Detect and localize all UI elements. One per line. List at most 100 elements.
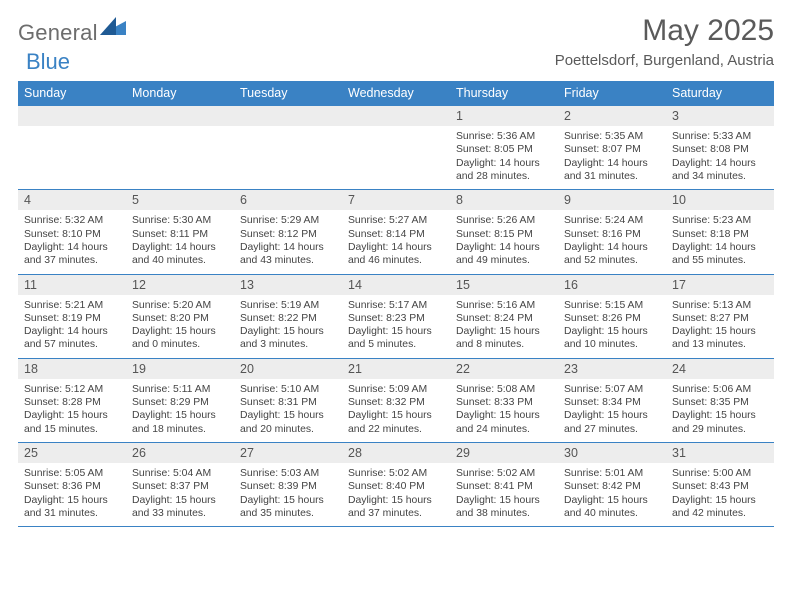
day-cell: 7Sunrise: 5:27 AMSunset: 8:14 PMDaylight… [342, 189, 450, 273]
day-details: Sunrise: 5:02 AMSunset: 8:41 PMDaylight:… [450, 463, 558, 526]
daylight-line-2: and 33 minutes. [132, 507, 228, 520]
week-row: 1Sunrise: 5:36 AMSunset: 8:05 PMDaylight… [18, 105, 774, 189]
day-details: Sunrise: 5:03 AMSunset: 8:39 PMDaylight:… [234, 463, 342, 526]
sunset-line: Sunset: 8:33 PM [456, 396, 552, 409]
day-number: 14 [342, 275, 450, 295]
day-details: Sunrise: 5:27 AMSunset: 8:14 PMDaylight:… [342, 210, 450, 273]
day-details: Sunrise: 5:30 AMSunset: 8:11 PMDaylight:… [126, 210, 234, 273]
daylight-line-1: Daylight: 15 hours [24, 409, 120, 422]
daylight-line-1: Daylight: 15 hours [672, 325, 768, 338]
sunset-line: Sunset: 8:19 PM [24, 312, 120, 325]
day-number: 15 [450, 275, 558, 295]
day-cell: 24Sunrise: 5:06 AMSunset: 8:35 PMDayligh… [666, 358, 774, 442]
sunrise-line: Sunrise: 5:23 AM [672, 214, 768, 227]
day-details: Sunrise: 5:32 AMSunset: 8:10 PMDaylight:… [18, 210, 126, 273]
sunrise-line: Sunrise: 5:04 AM [132, 467, 228, 480]
dow-friday: Friday [558, 81, 666, 105]
sunrise-line: Sunrise: 5:08 AM [456, 383, 552, 396]
day-of-week-header: Sunday Monday Tuesday Wednesday Thursday… [18, 81, 774, 105]
sunrise-line: Sunrise: 5:13 AM [672, 299, 768, 312]
day-number: 25 [18, 443, 126, 463]
daylight-line-1: Daylight: 15 hours [240, 325, 336, 338]
daylight-line-2: and 49 minutes. [456, 254, 552, 267]
daylight-line-1: Daylight: 14 hours [132, 241, 228, 254]
day-number: 18 [18, 359, 126, 379]
day-number: 26 [126, 443, 234, 463]
sunset-line: Sunset: 8:41 PM [456, 480, 552, 493]
sunset-line: Sunset: 8:10 PM [24, 228, 120, 241]
day-details: Sunrise: 5:16 AMSunset: 8:24 PMDaylight:… [450, 295, 558, 358]
daylight-line-1: Daylight: 14 hours [24, 241, 120, 254]
day-details: Sunrise: 5:02 AMSunset: 8:40 PMDaylight:… [342, 463, 450, 526]
sunset-line: Sunset: 8:29 PM [132, 396, 228, 409]
sunset-line: Sunset: 8:27 PM [672, 312, 768, 325]
logo-mark-icon [100, 17, 126, 40]
daylight-line-1: Daylight: 15 hours [456, 325, 552, 338]
daylight-line-1: Daylight: 14 hours [456, 157, 552, 170]
day-number: 1 [450, 106, 558, 126]
daylight-line-1: Daylight: 15 hours [348, 325, 444, 338]
sunrise-line: Sunrise: 5:30 AM [132, 214, 228, 227]
day-cell [234, 105, 342, 189]
day-cell: 29Sunrise: 5:02 AMSunset: 8:41 PMDayligh… [450, 442, 558, 526]
day-cell: 8Sunrise: 5:26 AMSunset: 8:15 PMDaylight… [450, 189, 558, 273]
sunrise-line: Sunrise: 5:29 AM [240, 214, 336, 227]
week-row: 11Sunrise: 5:21 AMSunset: 8:19 PMDayligh… [18, 274, 774, 358]
day-details: Sunrise: 5:19 AMSunset: 8:22 PMDaylight:… [234, 295, 342, 358]
daylight-line-1: Daylight: 14 hours [24, 325, 120, 338]
sunrise-line: Sunrise: 5:20 AM [132, 299, 228, 312]
day-cell [342, 105, 450, 189]
logo-text-general: General [18, 20, 98, 46]
day-cell: 3Sunrise: 5:33 AMSunset: 8:08 PMDaylight… [666, 105, 774, 189]
month-title: May 2025 [555, 14, 774, 48]
day-details [18, 126, 126, 136]
dow-saturday: Saturday [666, 81, 774, 105]
daylight-line-2: and 43 minutes. [240, 254, 336, 267]
dow-tuesday: Tuesday [234, 81, 342, 105]
day-cell: 15Sunrise: 5:16 AMSunset: 8:24 PMDayligh… [450, 274, 558, 358]
sunset-line: Sunset: 8:22 PM [240, 312, 336, 325]
calendar-bottom-rule [18, 526, 774, 527]
day-details [126, 126, 234, 136]
daylight-line-1: Daylight: 15 hours [564, 325, 660, 338]
sunrise-line: Sunrise: 5:02 AM [456, 467, 552, 480]
sunset-line: Sunset: 8:32 PM [348, 396, 444, 409]
daylight-line-1: Daylight: 15 hours [672, 409, 768, 422]
daylight-line-2: and 15 minutes. [24, 423, 120, 436]
day-number: 8 [450, 190, 558, 210]
day-details: Sunrise: 5:17 AMSunset: 8:23 PMDaylight:… [342, 295, 450, 358]
daylight-line-2: and 40 minutes. [564, 507, 660, 520]
day-number: 21 [342, 359, 450, 379]
daylight-line-2: and 31 minutes. [24, 507, 120, 520]
day-number: 9 [558, 190, 666, 210]
day-cell: 31Sunrise: 5:00 AMSunset: 8:43 PMDayligh… [666, 442, 774, 526]
sunrise-line: Sunrise: 5:32 AM [24, 214, 120, 227]
day-number: 2 [558, 106, 666, 126]
day-cell: 26Sunrise: 5:04 AMSunset: 8:37 PMDayligh… [126, 442, 234, 526]
day-number: 5 [126, 190, 234, 210]
logo: General [18, 20, 126, 46]
day-details: Sunrise: 5:21 AMSunset: 8:19 PMDaylight:… [18, 295, 126, 358]
daylight-line-1: Daylight: 15 hours [564, 494, 660, 507]
day-details: Sunrise: 5:29 AMSunset: 8:12 PMDaylight:… [234, 210, 342, 273]
sunset-line: Sunset: 8:07 PM [564, 143, 660, 156]
sunset-line: Sunset: 8:34 PM [564, 396, 660, 409]
daylight-line-2: and 34 minutes. [672, 170, 768, 183]
daylight-line-2: and 37 minutes. [348, 507, 444, 520]
sunset-line: Sunset: 8:26 PM [564, 312, 660, 325]
day-number [18, 106, 126, 126]
day-cell: 28Sunrise: 5:02 AMSunset: 8:40 PMDayligh… [342, 442, 450, 526]
daylight-line-1: Daylight: 15 hours [132, 409, 228, 422]
day-details: Sunrise: 5:12 AMSunset: 8:28 PMDaylight:… [18, 379, 126, 442]
daylight-line-1: Daylight: 15 hours [240, 494, 336, 507]
daylight-line-1: Daylight: 15 hours [24, 494, 120, 507]
day-cell: 30Sunrise: 5:01 AMSunset: 8:42 PMDayligh… [558, 442, 666, 526]
day-details [234, 126, 342, 136]
daylight-line-2: and 29 minutes. [672, 423, 768, 436]
day-number: 29 [450, 443, 558, 463]
day-number: 19 [126, 359, 234, 379]
day-cell: 21Sunrise: 5:09 AMSunset: 8:32 PMDayligh… [342, 358, 450, 442]
day-cell: 23Sunrise: 5:07 AMSunset: 8:34 PMDayligh… [558, 358, 666, 442]
sunset-line: Sunset: 8:15 PM [456, 228, 552, 241]
day-cell: 13Sunrise: 5:19 AMSunset: 8:22 PMDayligh… [234, 274, 342, 358]
